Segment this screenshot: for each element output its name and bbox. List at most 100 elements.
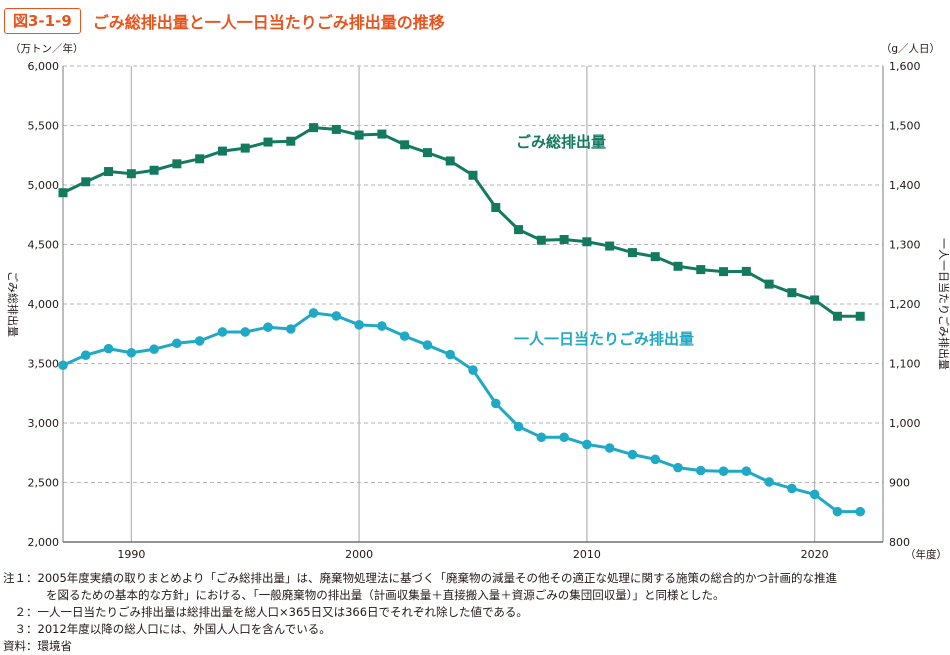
x-tick-label: 2020 xyxy=(801,548,829,561)
series-1-point xyxy=(445,156,455,166)
series-2-point xyxy=(764,477,774,487)
series-1-point xyxy=(400,140,410,150)
series-1-point xyxy=(58,188,68,198)
series-1-point xyxy=(855,311,865,321)
series-1-point xyxy=(787,288,797,298)
series-2-point xyxy=(855,506,866,517)
chart-notes: 注１：2005年度実績の取りまとめより「ごみ総排出量」は、廃棄物処理法に基づく「… xyxy=(3,570,948,655)
series-2-point xyxy=(217,327,228,337)
series-2-point xyxy=(718,466,729,476)
series-2-point xyxy=(399,331,410,341)
series-1-point xyxy=(582,237,592,247)
note-2: ２：一人一日当たりごみ排出量は総排出量を総人口×365日又は366日でそれぞれ除… xyxy=(3,605,528,619)
left-tick-label: 4,500 xyxy=(28,239,60,252)
series-1-point xyxy=(240,143,250,153)
series-1-point xyxy=(514,225,524,235)
series-1-point xyxy=(491,202,501,212)
series-1-point xyxy=(331,124,341,134)
right-tick-label: 1,600 xyxy=(889,60,921,73)
series-2-point xyxy=(650,454,661,465)
left-tick-label: 6,000 xyxy=(28,60,60,73)
source-note: 資料：環境省 xyxy=(3,639,72,653)
series-2-point xyxy=(263,322,273,333)
series-2-point xyxy=(308,308,319,318)
series-2-point xyxy=(513,421,524,432)
right-tick-label: 800 xyxy=(889,536,910,549)
x-tick-label: 2010 xyxy=(573,548,601,561)
series-2-point xyxy=(354,320,364,330)
series-1-point xyxy=(673,261,683,271)
series-2-point xyxy=(604,443,615,453)
line-chart: 2,000 2,500 3,000 3,500 4,000 4,500 5,000 5,500… xyxy=(6,42,950,561)
figure-header: 図3-1-9 ごみ総排出量と一人一日当たりごみ排出量の推移 xyxy=(4,6,445,36)
series-2-point xyxy=(58,360,68,371)
series-2-point xyxy=(536,432,547,443)
right-tick-label: 1,300 xyxy=(889,239,921,252)
series-2-point xyxy=(285,324,296,334)
figure-number-badge: 図3-1-9 xyxy=(4,8,81,34)
series-2-point xyxy=(126,347,137,358)
left-tick-label: 3,000 xyxy=(28,417,60,430)
series-1-point xyxy=(309,123,319,133)
series-1-point xyxy=(104,167,114,177)
right-tick-label: 1,200 xyxy=(889,298,921,311)
series-2-point xyxy=(149,344,159,355)
right-tick-label: 1,000 xyxy=(889,417,921,430)
series-label-total: ごみ総排出量 xyxy=(516,133,606,151)
left-tick-label: 5,000 xyxy=(28,179,60,192)
series-2-point xyxy=(559,432,569,443)
series-1-point xyxy=(126,169,136,179)
series-1-point xyxy=(832,311,842,321)
x-tick-label: 2000 xyxy=(345,548,373,561)
x-axis-unit: （年度） xyxy=(905,548,947,561)
left-tick-label: 5,500 xyxy=(28,120,60,133)
series-2-point xyxy=(695,465,706,476)
right-axis-unit: （g／人日） xyxy=(881,43,940,55)
series-1-point xyxy=(195,154,205,164)
left-tick-label: 3,500 xyxy=(28,358,60,371)
series-1-point xyxy=(172,159,182,169)
series-1-point xyxy=(536,235,546,245)
left-tick-label: 2,500 xyxy=(28,477,60,490)
left-tick-label: 4,000 xyxy=(28,298,60,311)
series-2-point xyxy=(582,439,592,450)
series-1-point xyxy=(605,241,615,251)
series-2-point xyxy=(673,462,683,473)
series-1-point xyxy=(217,146,227,156)
series-2-point xyxy=(468,365,478,375)
series-2-point xyxy=(377,321,387,331)
series-label-per-capita: 一人一日当たりごみ排出量 xyxy=(514,330,694,348)
series-2-point xyxy=(194,336,205,346)
series-2-point xyxy=(627,449,638,460)
series-1-point xyxy=(810,295,820,305)
series-2-point xyxy=(741,466,752,476)
x-tick-label: 1990 xyxy=(117,548,145,561)
series-line-2 xyxy=(62,311,861,514)
series-2-point xyxy=(240,327,251,337)
series-1-point xyxy=(149,165,159,175)
series-1-point xyxy=(559,235,569,245)
series-1-point xyxy=(741,266,751,276)
series-2-point xyxy=(172,338,182,349)
right-tick-label: 1,500 xyxy=(889,120,921,133)
series-1-point xyxy=(627,248,637,258)
series-2-point xyxy=(787,483,797,494)
series-2-point xyxy=(80,350,91,360)
note-1: 注１：2005年度実績の取りまとめより「ごみ総排出量」は、廃棄物処理法に基づく「… xyxy=(3,571,838,585)
right-tick-label: 1,400 xyxy=(889,179,921,192)
right-tick-label: 1,100 xyxy=(889,358,921,371)
series-1-point xyxy=(719,267,729,277)
series-1-point xyxy=(286,136,296,146)
series-2-point xyxy=(809,489,820,500)
series-1-point xyxy=(650,252,660,262)
series-2-point xyxy=(445,349,456,360)
series-line-1 xyxy=(62,126,861,318)
chart-title: ごみ総排出量と一人一日当たりごみ排出量の推移 xyxy=(92,13,445,32)
series-1-point xyxy=(696,265,706,275)
left-axis-unit: （万トン／年） xyxy=(10,42,84,55)
right-tick-label: 900 xyxy=(889,477,910,490)
series-1-point xyxy=(422,148,432,158)
series-2-point xyxy=(490,398,501,409)
left-tick-label: 2,000 xyxy=(28,536,60,549)
series-1-point xyxy=(354,130,364,140)
